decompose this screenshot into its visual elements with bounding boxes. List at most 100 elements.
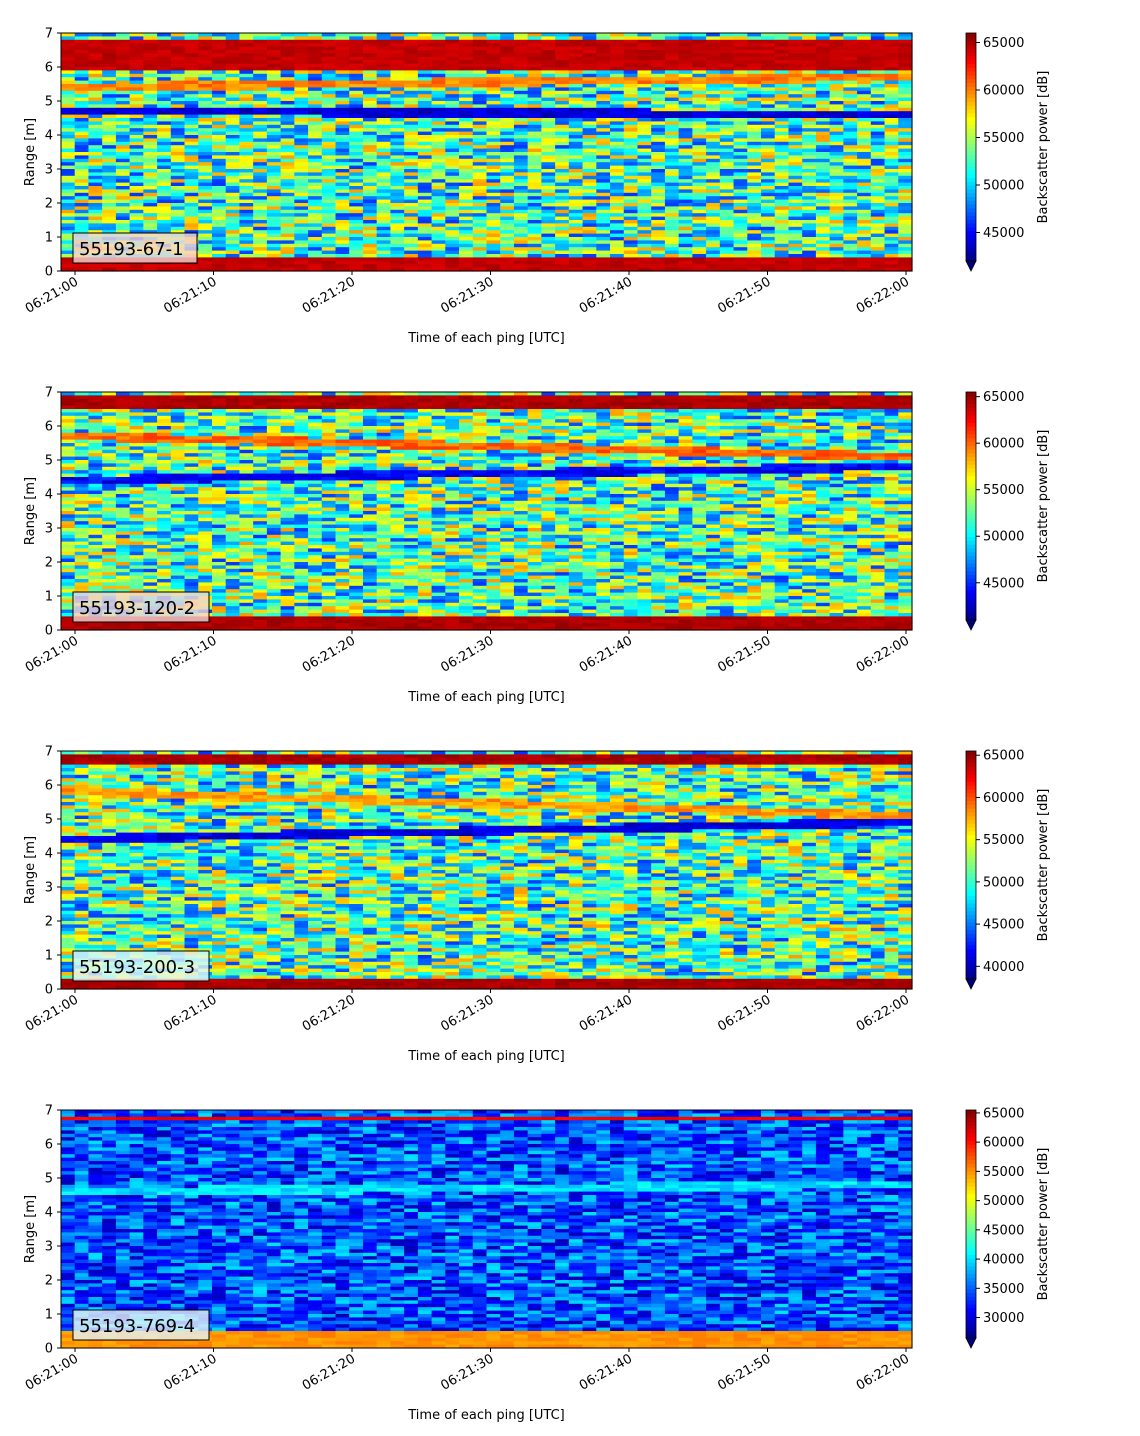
x-axis-label: Time of each ping [UTC] (407, 1049, 565, 1064)
y-tick-label: 3 (45, 163, 53, 178)
y-tick-label: 0 (45, 624, 53, 639)
x-tick-label: 06:21:30 (438, 1351, 496, 1393)
x-tick-label: 06:21:50 (715, 633, 773, 675)
x-tick-label: 06:21:30 (438, 274, 496, 316)
colorbar-tick-label: 60000 (983, 791, 1024, 806)
panel-label: 55193-120-2 (79, 598, 195, 619)
y-tick-label: 3 (45, 881, 53, 896)
y-tick-label: 1 (45, 1308, 53, 1323)
colorbar-tick-label: 60000 (983, 84, 1024, 99)
x-tick-label: 06:21:20 (300, 992, 358, 1034)
colorbar-label: Backscatter power [dB] (1036, 71, 1051, 224)
panel-3: 0 1 2 3 4 5 6 7 06:21:00 06:21:10 06:21:20 06:21:30… (23, 745, 1051, 1065)
y-tick-label: 4 (45, 488, 53, 503)
colorbar-label: Backscatter power [dB] (1036, 430, 1051, 583)
x-tick-label: 06:21:10 (161, 992, 219, 1034)
x-tick-label: 06:21:10 (161, 274, 219, 316)
y-tick-label: 6 (45, 61, 53, 76)
panel-4: 0 1 2 3 4 5 6 7 06:21:00 06:21:10 06:21:20 06:21:30… (23, 1104, 1051, 1424)
y-tick-label: 0 (45, 983, 53, 998)
colorbar-tick-label: 45000 (983, 918, 1024, 933)
colorbar-tick-label: 45000 (983, 576, 1024, 591)
colorbar-extend-triangle (965, 260, 977, 272)
y-tick-label: 1 (45, 590, 53, 605)
axes-frame (60, 1109, 913, 1349)
colorbar-tick-label: 40000 (983, 1253, 1024, 1268)
x-tick-label: 06:21:00 (23, 633, 81, 675)
x-tick-label: 06:22:00 (854, 274, 912, 316)
x-tick-label: 06:22:00 (854, 992, 912, 1034)
x-tick-label: 06:21:00 (23, 992, 81, 1034)
y-tick-label: 2 (45, 197, 53, 212)
axes-frame (60, 32, 913, 272)
x-tick-label: 06:21:40 (577, 1351, 635, 1393)
heatmap-cells (61, 751, 913, 990)
colorbar-tick-label: 55000 (983, 1165, 1024, 1180)
colorbar: 30000 35000 40000 45000 50000 55000 60000 65000… (965, 1106, 1051, 1349)
y-axis-label: Range [m] (23, 477, 38, 545)
colorbar-tick-label: 55000 (983, 131, 1024, 146)
y-tick-label: 1 (45, 231, 53, 246)
panel-1: 0 1 2 3 4 5 6 7 06:21:00 06:21:10 06:21:20 06:21:30… (23, 27, 1051, 347)
y-tick-label: 0 (45, 1342, 53, 1357)
y-tick-label: 3 (45, 522, 53, 537)
y-tick-label: 6 (45, 420, 53, 435)
heatmap-cells (61, 1110, 913, 1349)
panel-label-box (72, 232, 198, 264)
x-tick-label: 06:21:30 (438, 992, 496, 1034)
x-tick-label: 06:21:10 (161, 1351, 219, 1393)
colorbar-label: Backscatter power [dB] (1036, 1148, 1051, 1301)
panel-label: 55193-67-1 (79, 239, 184, 260)
y-tick-label: 2 (45, 556, 53, 571)
colorbar-tick-label: 45000 (983, 226, 1024, 241)
colorbar-tick-label: 65000 (983, 390, 1024, 405)
y-tick-label: 4 (45, 1206, 53, 1221)
panel-label-box (72, 591, 210, 623)
colorbar-tick-label: 50000 (983, 530, 1024, 545)
y-tick-label: 7 (45, 27, 53, 42)
x-axis-label: Time of each ping [UTC] (407, 1408, 565, 1423)
x-tick-label: 06:21:00 (23, 1351, 81, 1393)
y-axis-label: Range [m] (23, 1195, 38, 1263)
colorbar-tick-label: 60000 (983, 1136, 1024, 1151)
panel-label-box (72, 1309, 210, 1341)
y-tick-label: 7 (45, 745, 53, 760)
colorbar-tick-label: 65000 (983, 36, 1024, 51)
y-tick-label: 3 (45, 1240, 53, 1255)
x-tick-label: 06:21:20 (300, 274, 358, 316)
x-tick-label: 06:21:40 (577, 992, 635, 1034)
y-axis-label: Range [m] (23, 836, 38, 904)
y-axis-label: Range [m] (23, 118, 38, 186)
colorbar: 45000 50000 55000 60000 65000 Backscatter pow… (965, 32, 1051, 272)
colorbar: 40000 45000 50000 55000 60000 65000 Backscatte… (965, 749, 1051, 990)
panel-label: 55193-200-3 (79, 957, 195, 978)
x-axis-label: Time of each ping [UTC] (407, 690, 565, 705)
x-tick-label: 06:21:50 (715, 1351, 773, 1393)
colorbar-tick-label: 55000 (983, 833, 1024, 848)
x-axis-label: Time of each ping [UTC] (407, 331, 565, 346)
y-tick-label: 5 (45, 1172, 53, 1187)
colorbar-extend-triangle (965, 619, 977, 631)
x-tick-label: 06:21:50 (715, 274, 773, 316)
x-tick-label: 06:21:30 (438, 633, 496, 675)
x-tick-label: 06:21:50 (715, 992, 773, 1034)
colorbar-extend-triangle (965, 1337, 977, 1349)
x-tick-label: 06:22:00 (854, 1351, 912, 1393)
x-tick-label: 06:22:00 (854, 633, 912, 675)
y-tick-label: 4 (45, 129, 53, 144)
x-tick-label: 06:21:20 (300, 633, 358, 675)
y-tick-label: 7 (45, 1104, 53, 1119)
y-tick-label: 1 (45, 949, 53, 964)
colorbar-tick-label: 65000 (983, 1106, 1024, 1121)
panel-label: 55193-769-4 (79, 1316, 195, 1337)
x-tick-label: 06:21:40 (577, 274, 635, 316)
x-tick-label: 06:21:20 (300, 1351, 358, 1393)
y-tick-label: 2 (45, 915, 53, 930)
colorbar: 45000 50000 55000 60000 65000 Backscatter pow… (965, 390, 1051, 631)
colorbar-tick-label: 40000 (983, 960, 1024, 975)
colorbar-tick-label: 55000 (983, 483, 1024, 498)
y-tick-label: 0 (45, 265, 53, 280)
y-tick-label: 2 (45, 1274, 53, 1289)
y-tick-label: 5 (45, 454, 53, 469)
